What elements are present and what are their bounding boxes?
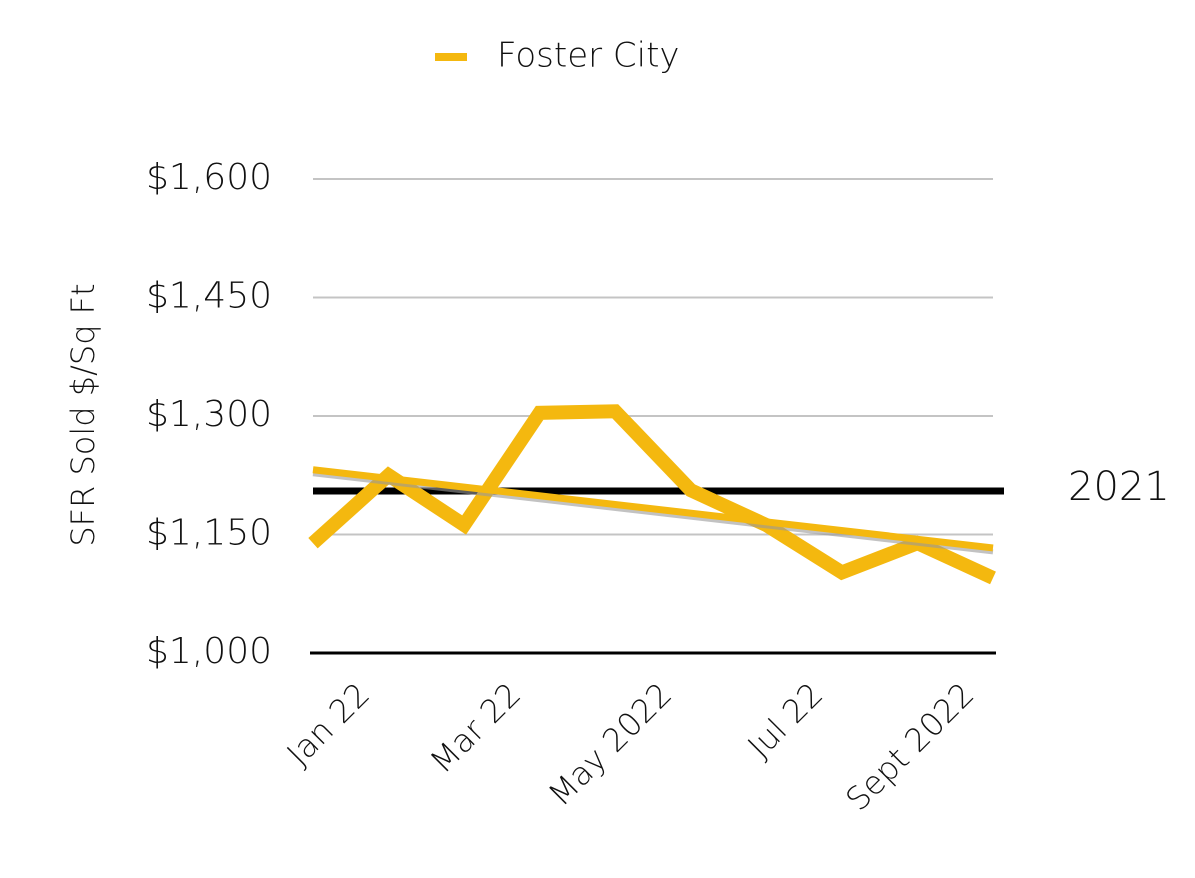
y-tick-label: $1,600: [146, 157, 272, 198]
legend-label: Foster City: [497, 36, 680, 76]
y-tick-label: $1,300: [146, 394, 272, 435]
x-tick-label: Jan 22: [279, 675, 377, 773]
y-tick-label: $1,150: [146, 513, 272, 554]
trendline: [312, 466, 994, 552]
y-tick-label: $1,000: [146, 631, 272, 672]
trendline-shadow: [312, 471, 994, 555]
x-tick-label: Jul 22: [740, 675, 830, 765]
y-tick-label: $1,450: [146, 276, 272, 317]
x-tick-label: May 2022: [541, 675, 679, 813]
x-tick-label: Sept 2022: [838, 675, 981, 818]
x-tick-label: Mar 22: [423, 675, 529, 781]
y-axis-label: SFR Sold $/Sq Ft: [64, 283, 102, 546]
data-line: [308, 404, 996, 585]
reference-line-label: 2021: [1068, 464, 1170, 510]
